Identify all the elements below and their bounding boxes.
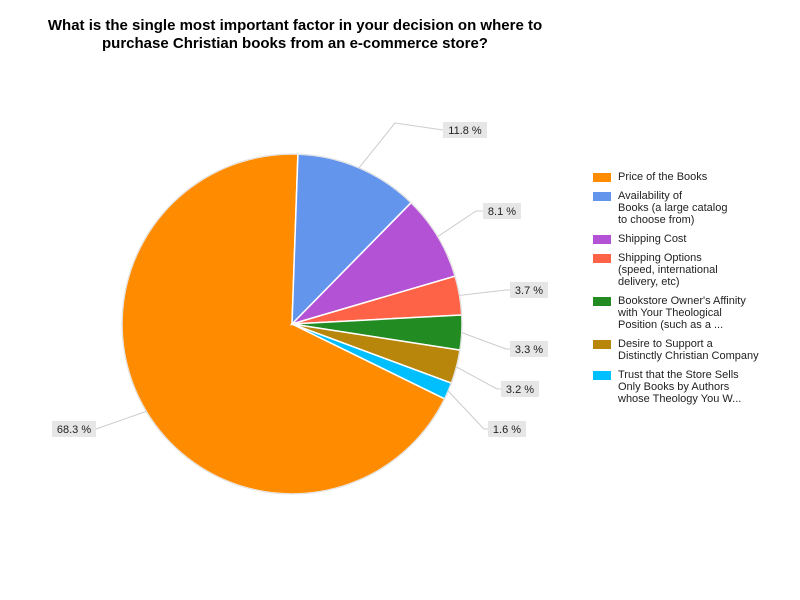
data-label: 1.6 % bbox=[493, 424, 521, 436]
data-label: 68.3 % bbox=[57, 424, 91, 436]
leader-line bbox=[457, 367, 502, 389]
leader-line bbox=[359, 123, 443, 168]
legend-label: Desire to Support a Distinctly Christian… bbox=[618, 338, 759, 362]
legend-swatch bbox=[593, 235, 611, 244]
data-label: 3.2 % bbox=[506, 384, 534, 396]
leader-line bbox=[462, 333, 510, 349]
legend-swatch bbox=[593, 254, 611, 263]
legend-item[interactable]: Shipping Options (speed, international d… bbox=[593, 252, 793, 288]
legend-swatch bbox=[593, 340, 611, 349]
data-label: 3.3 % bbox=[515, 344, 543, 356]
legend-item[interactable]: Availability of Books (a large catalog t… bbox=[593, 190, 793, 226]
legend-label: Availability of Books (a large catalog t… bbox=[618, 190, 727, 226]
legend-swatch bbox=[593, 173, 611, 182]
legend-label: Price of the Books bbox=[618, 171, 707, 183]
legend-swatch bbox=[593, 297, 611, 306]
legend-item[interactable]: Desire to Support a Distinctly Christian… bbox=[593, 338, 793, 362]
legend-label: Shipping Options (speed, international d… bbox=[618, 252, 718, 288]
leader-line bbox=[96, 411, 146, 429]
data-label: 8.1 % bbox=[488, 206, 516, 218]
legend-label: Trust that the Store Sells Only Books by… bbox=[618, 369, 741, 405]
legend-swatch bbox=[593, 192, 611, 201]
leader-line bbox=[438, 211, 483, 237]
chart-legend: Price of the Books Availability of Books … bbox=[593, 171, 793, 412]
legend-item[interactable]: Bookstore Owner's Affinity with Your The… bbox=[593, 295, 793, 331]
legend-item[interactable]: Price of the Books bbox=[593, 171, 793, 183]
legend-label: Bookstore Owner's Affinity with Your The… bbox=[618, 295, 746, 331]
legend-label: Shipping Cost bbox=[618, 233, 687, 245]
data-label: 3.7 % bbox=[515, 285, 543, 297]
data-label: 11.8 % bbox=[448, 125, 482, 137]
legend-item[interactable]: Shipping Cost bbox=[593, 233, 793, 245]
legend-swatch bbox=[593, 371, 611, 380]
leader-line bbox=[460, 290, 510, 295]
leader-line bbox=[448, 391, 488, 429]
legend-item[interactable]: Trust that the Store Sells Only Books by… bbox=[593, 369, 793, 405]
